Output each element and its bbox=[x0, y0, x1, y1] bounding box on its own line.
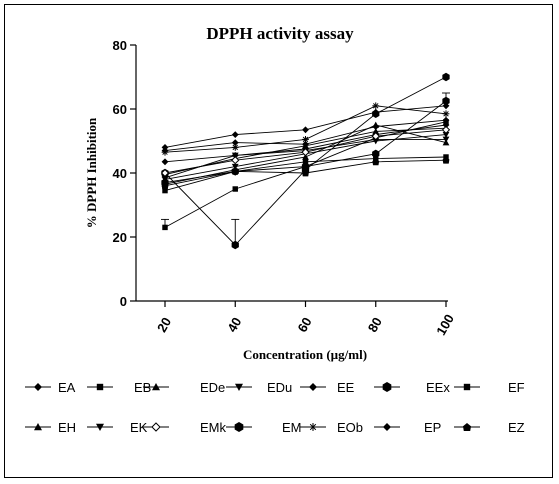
legend-marker-EDu bbox=[235, 383, 243, 391]
point-EEx-80 bbox=[372, 109, 380, 118]
point-EP-60 bbox=[302, 140, 309, 148]
point-EOb-80 bbox=[372, 102, 380, 110]
point-EZ-40 bbox=[231, 168, 239, 175]
point-EM-80 bbox=[372, 149, 380, 158]
legend-marker-EB bbox=[96, 383, 104, 391]
point-EZ-80 bbox=[372, 158, 380, 166]
legend-item-EZ: EZ bbox=[454, 420, 525, 435]
x-tick-label: 60 bbox=[294, 315, 314, 335]
point-EZ-20 bbox=[161, 182, 169, 190]
point-EB-20 bbox=[162, 224, 168, 231]
legend-marker-EOb bbox=[309, 423, 317, 431]
point-EM-100 bbox=[442, 96, 450, 106]
point-EP-100 bbox=[442, 116, 450, 124]
y-tick-label: 60 bbox=[113, 102, 127, 117]
legend-label: EB bbox=[134, 380, 151, 395]
point-EDe-80 bbox=[372, 128, 380, 135]
point-EDu-100 bbox=[442, 131, 450, 138]
legend-item-EMk: EMk bbox=[143, 420, 227, 435]
point-EA-20 bbox=[161, 158, 169, 166]
x-tick-label: 20 bbox=[154, 315, 174, 335]
point-EMk-40 bbox=[231, 156, 240, 165]
legend-item-EF: EF bbox=[454, 380, 525, 395]
point-EP-40 bbox=[231, 139, 239, 146]
legend-label: EH bbox=[58, 420, 76, 435]
legend-item-EP: EP bbox=[374, 420, 441, 435]
legend-marker-EDe bbox=[152, 383, 160, 391]
legend-label: EOb bbox=[337, 420, 363, 435]
point-EE-40 bbox=[231, 131, 239, 138]
point-EOb-100 bbox=[442, 110, 450, 118]
legend: EA EB EDe EDu EE EEx EF EH EK EMk EM EOb EP EZ bbox=[25, 380, 525, 435]
point-EMk-80 bbox=[371, 132, 380, 141]
legend-label: EEx bbox=[426, 380, 450, 395]
legend-item-EK: EK bbox=[87, 420, 148, 435]
x-tick-label: 40 bbox=[224, 315, 244, 335]
point-EMk-60 bbox=[301, 148, 310, 157]
legend-item-EE: EE bbox=[300, 380, 355, 395]
legend-label: EDe bbox=[200, 380, 225, 395]
legend-label: EF bbox=[508, 380, 525, 395]
point-EZ-60 bbox=[302, 169, 309, 177]
point-EZ-100 bbox=[442, 156, 450, 164]
y-tick-label: 20 bbox=[113, 230, 127, 245]
point-EE-60 bbox=[302, 126, 309, 134]
legend-item-EM: EM bbox=[226, 420, 302, 435]
legend-label: EE bbox=[337, 380, 355, 395]
legend-marker-EH bbox=[34, 423, 42, 431]
point-EK-40 bbox=[231, 152, 239, 159]
point-EK-20 bbox=[161, 175, 169, 182]
legend-marker-EMk bbox=[151, 422, 161, 432]
point-EP-80 bbox=[372, 123, 380, 130]
y-tick-label: 80 bbox=[113, 38, 127, 53]
legend-item-EB: EB bbox=[87, 380, 151, 395]
point-EE-100 bbox=[442, 102, 450, 110]
point-EH-60 bbox=[302, 153, 309, 160]
point-EEx-40 bbox=[231, 240, 239, 250]
legend-marker-EZ bbox=[463, 423, 471, 431]
legend-item-EOb: EOb bbox=[300, 420, 363, 435]
x-tick-label: 80 bbox=[365, 315, 385, 335]
x-axis-label: Concentration (µg/ml) bbox=[243, 347, 367, 362]
legend-label: EZ bbox=[508, 420, 525, 435]
legend-label: EM bbox=[282, 420, 302, 435]
legend-item-EDe: EDe bbox=[143, 380, 225, 395]
axes: 0 20 40 60 80 20 40 60 80 100 bbox=[113, 38, 457, 338]
point-EMk-100 bbox=[441, 125, 451, 134]
point-EF-20 bbox=[162, 187, 168, 194]
point-EB-40 bbox=[232, 186, 238, 192]
legend-label: EK bbox=[130, 420, 148, 435]
legend-marker-EP bbox=[383, 423, 391, 431]
legend-item-EH: EH bbox=[25, 420, 76, 435]
chart-title: DPPH activity assay bbox=[206, 24, 354, 43]
point-EMk-20 bbox=[160, 168, 170, 178]
legend-marker-EA bbox=[34, 383, 42, 391]
point-EEx-100 bbox=[442, 72, 450, 82]
legend-label: EA bbox=[58, 380, 76, 395]
point-EK-100 bbox=[442, 136, 450, 143]
data-points bbox=[160, 72, 451, 250]
y-axis-label: % DPPH Inhibition bbox=[84, 117, 99, 228]
legend-marker-EEx bbox=[382, 382, 392, 392]
point-EM-60 bbox=[301, 162, 310, 171]
y-tick-label: 0 bbox=[120, 294, 127, 309]
legend-item-EDu: EDu bbox=[226, 380, 292, 395]
point-EF-60 bbox=[302, 159, 309, 165]
legend-marker-EF bbox=[463, 383, 471, 391]
legend-marker-EK bbox=[96, 423, 104, 431]
legend-label: EMk bbox=[200, 420, 227, 435]
legend-marker-EM bbox=[234, 422, 244, 432]
legend-item-EA: EA bbox=[25, 380, 76, 395]
point-EP-20 bbox=[161, 147, 169, 154]
x-tick-label: 100 bbox=[433, 312, 457, 338]
legend-label: EDu bbox=[267, 380, 292, 395]
chart-frame bbox=[4, 4, 553, 478]
legend-item-EEx: EEx bbox=[374, 380, 450, 395]
y-tick-label: 40 bbox=[113, 166, 127, 181]
legend-label: EP bbox=[424, 420, 441, 435]
legend-marker-EE bbox=[309, 383, 317, 391]
